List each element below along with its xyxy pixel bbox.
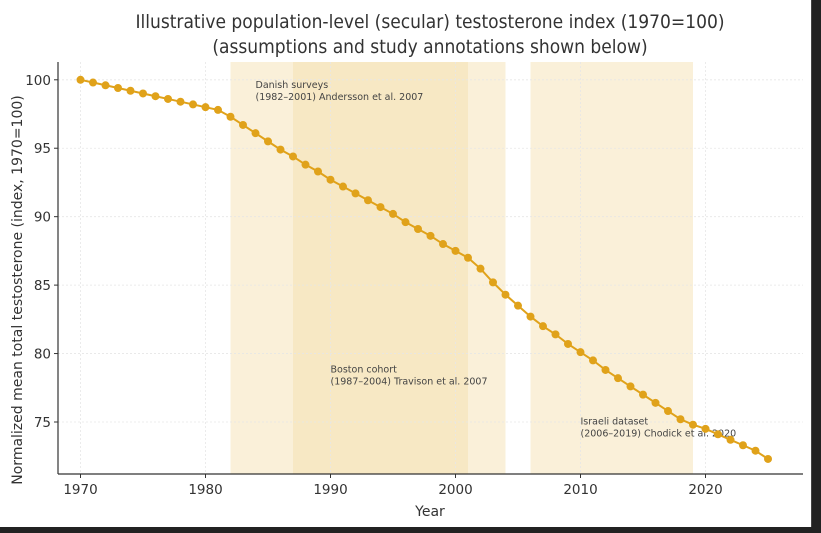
data-point [614,374,622,383]
data-point [139,89,147,98]
shaded-span-2 [293,62,506,474]
data-point [564,339,572,348]
data-point [351,189,360,198]
data-point [664,407,672,416]
data-point [76,75,85,84]
series-testosterone-index [76,75,772,463]
x-tick-label: 2010 [563,482,597,498]
data-point [176,97,185,106]
data-point [576,348,585,357]
data-point [251,129,260,138]
data-point [414,224,422,233]
data-point [551,330,560,339]
data-point [151,92,160,101]
data-point [601,365,610,374]
chart-subtitle: (assumptions and study annotations shown… [212,36,647,58]
data-point [714,430,722,439]
data-point [126,86,135,95]
chart-frame: Danish surveys (1982–2001) Andersson et a… [0,0,812,527]
data-point [539,322,547,331]
x-tick-label: 1980 [188,482,222,498]
data-point [114,84,122,93]
chart-title: Illustrative population-level (secular) … [135,11,724,33]
annotation-title: Danish surveys [256,80,329,91]
data-point [289,152,297,161]
data-point [439,240,447,249]
data-point [201,103,210,112]
y-tick-label: 80 [34,347,51,363]
shaded-span-3 [530,62,693,474]
x-tick-label: 1970 [63,482,97,498]
y-tick-label: 75 [34,415,51,431]
annotation-title: Boston cohort [331,365,398,376]
data-point [464,253,472,262]
data-point [401,218,410,227]
annotation-detail: (1987–2004) Travison et al. 2007 [331,377,488,388]
data-point [101,81,110,90]
data-point [276,145,285,154]
data-point [164,94,172,103]
x-tick-label: 2000 [438,482,472,498]
data-point [264,137,272,146]
data-point [526,312,535,321]
data-point [239,120,247,129]
data-point [226,112,235,121]
data-point [739,441,747,450]
x-axis-label: Year [414,504,445,520]
data-point [89,78,97,87]
data-point [301,160,310,169]
annotations: Danish surveys(1982–2001) Andersson et a… [256,80,737,440]
data-point [689,420,697,429]
data-point [364,196,372,205]
shaded-spans [230,62,693,474]
data-point [489,278,497,287]
grid [58,62,803,474]
data-point [639,390,647,399]
x-tick-label: 1990 [313,482,347,498]
y-tick-label: 100 [25,73,51,89]
data-point [326,175,335,184]
data-point [314,167,322,176]
data-point [426,231,435,240]
y-tick-label: 90 [34,210,51,226]
data-point [376,203,385,212]
y-tick-label: 85 [34,278,51,294]
annotation-detail: (1982–2001) Andersson et al. 2007 [256,92,424,103]
data-point [651,398,660,407]
data-point [476,264,485,273]
data-point [676,415,685,424]
axes: 1970 1980 1990 2000 2010 2020 75 80 85 90 95 100 [25,62,803,498]
data-point [501,290,510,299]
data-point [389,209,397,218]
shaded-span-1 [230,62,468,474]
annotation-detail: (2006–2019) Chodick et al. 2020 [581,429,737,440]
data-point [626,382,635,391]
data-point [764,454,772,463]
data-point [751,446,760,455]
x-tick-label: 2020 [688,482,722,498]
data-point [589,356,597,365]
data-point [726,435,735,444]
y-tick-label: 95 [34,141,51,157]
data-point [189,100,197,109]
data-point [451,246,460,255]
data-point [339,182,347,191]
y-axis-label: Normalized mean total testosterone (inde… [10,95,26,484]
data-point [701,424,710,433]
chart-svg: Danish surveys(1982–2001) Andersson et a… [10,11,803,520]
data-point [214,105,222,114]
data-point [514,301,522,310]
annotation-title: Israeli dataset [581,417,649,428]
